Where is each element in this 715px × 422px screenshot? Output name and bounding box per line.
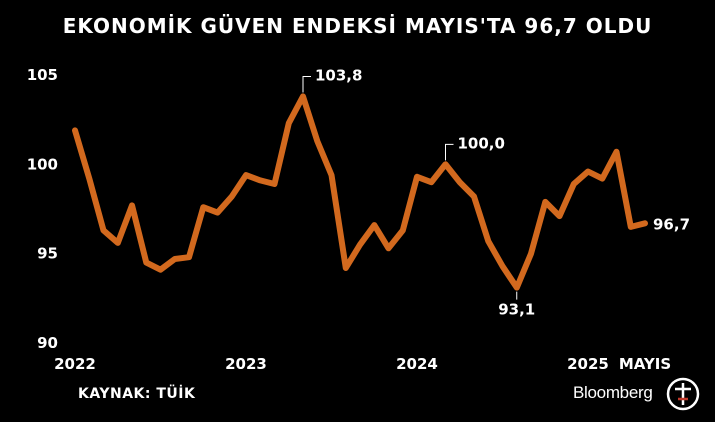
y-axis-ticks: 90 95 100 105 (27, 66, 58, 352)
x-axis-ticks: 2022 2023 2024 2025 MAYIS (54, 355, 671, 373)
series-line (72, 93, 648, 291)
bloomberg-logo: Bloomberg (573, 383, 653, 402)
annotations-group: 103,8 100,0 93,1 96,7 (302, 66, 690, 319)
data-label: 103,8 (315, 66, 362, 84)
x-tick-label: 2024 (396, 355, 438, 373)
chart-title: EKONOMİK GÜVEN ENDEKSİ MAYIS'TA 96,7 OLD… (62, 14, 653, 38)
annotation-leader (302, 75, 311, 93)
ht-logo-icon (666, 377, 700, 411)
x-tick-label: 2025 (567, 355, 609, 373)
y-tick-label: 100 (27, 155, 58, 173)
y-tick-label: 105 (27, 66, 58, 84)
x-tick-label: 2023 (225, 355, 267, 373)
data-label: 100,0 (458, 134, 505, 152)
y-tick-label: 90 (37, 334, 58, 352)
x-tick-label: MAYIS (619, 355, 671, 373)
x-tick-label: 2022 (54, 355, 96, 373)
data-label: 96,7 (653, 215, 690, 233)
data-label: 93,1 (498, 301, 535, 319)
y-tick-label: 95 (37, 245, 58, 263)
annotation-leader (445, 143, 454, 161)
source-label: KAYNAK: TÜİK (78, 386, 196, 402)
series-group (72, 93, 648, 291)
